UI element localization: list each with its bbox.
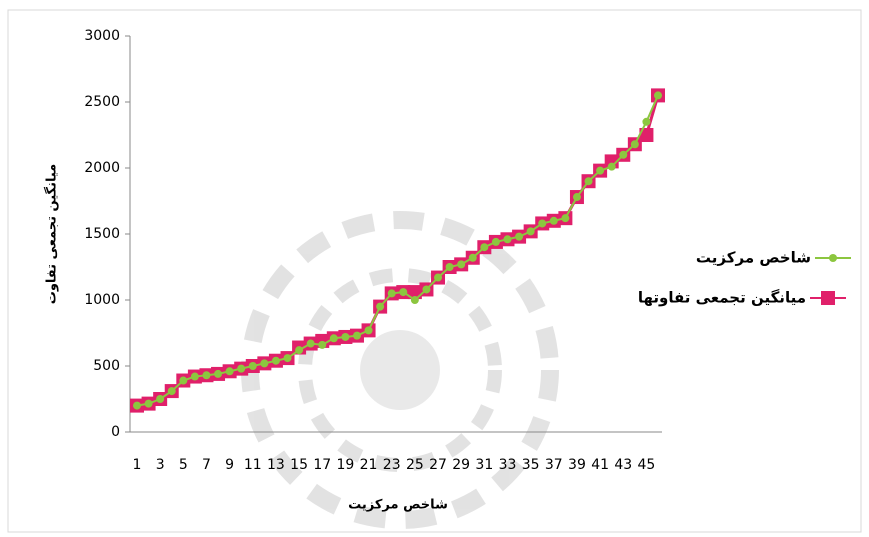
- x-axis-title: شاخص مرکزیت: [348, 498, 448, 513]
- x-tick-label: 17: [313, 457, 331, 473]
- x-tick-label: 41: [591, 457, 609, 473]
- marker: [156, 395, 165, 403]
- marker: [445, 263, 454, 271]
- series-line: [136, 94, 659, 407]
- legend-label: شاخص مرکزیت: [696, 249, 811, 267]
- marker: [387, 289, 396, 298]
- x-tick-label: 9: [225, 457, 234, 473]
- x-tick-label: 33: [499, 457, 517, 473]
- marker: [225, 367, 234, 376]
- x-tick-label: 19: [336, 457, 354, 473]
- x-tick-label: 39: [568, 457, 586, 473]
- y-tick-label: 500: [93, 358, 120, 374]
- marker: [654, 91, 662, 100]
- x-tick-label: 45: [638, 457, 656, 473]
- marker: [434, 273, 443, 282]
- marker: [572, 193, 581, 202]
- marker: [422, 285, 431, 294]
- marker: [642, 117, 651, 126]
- marker: [329, 334, 338, 343]
- y-tick-label: 1000: [84, 292, 120, 308]
- x-tick-label: 37: [545, 457, 563, 473]
- x-tick-label: 5: [179, 457, 188, 473]
- marker: [526, 227, 535, 236]
- marker: [248, 362, 257, 370]
- marker: [630, 140, 639, 149]
- marker: [376, 302, 385, 311]
- x-tick-label: 11: [244, 457, 262, 473]
- marker: [399, 288, 408, 297]
- x-tick-label: 25: [406, 457, 424, 473]
- x-tick-label: 15: [290, 457, 308, 473]
- marker: [167, 387, 176, 396]
- x-tick-label: 29: [452, 457, 470, 473]
- legend-label: میانگین تجمعی تفاوتها: [638, 289, 806, 307]
- marker: [237, 364, 246, 373]
- marker: [214, 369, 223, 378]
- marker: [503, 235, 512, 244]
- marker: [584, 177, 593, 186]
- marker: [480, 243, 489, 252]
- marker: [202, 371, 211, 380]
- y-tick-label: 3000: [84, 28, 120, 44]
- marker: [607, 162, 616, 171]
- y-axis-title: میانگین تجمعی تفاوت: [44, 164, 60, 304]
- marker: [283, 354, 292, 363]
- marker: [179, 376, 188, 385]
- marker: [596, 166, 605, 175]
- x-tick-label: 1: [133, 457, 142, 473]
- marker: [144, 399, 153, 408]
- y-tick-label: 2000: [84, 160, 120, 176]
- marker: [352, 331, 361, 340]
- marker: [410, 296, 419, 304]
- x-tick-label: 13: [267, 457, 285, 473]
- x-tick-label: 21: [360, 457, 378, 473]
- x-tick-label: 3: [156, 457, 165, 473]
- marker: [295, 346, 304, 355]
- y-tick-label: 2500: [84, 94, 120, 110]
- x-tick-label: 23: [383, 457, 401, 473]
- marker: [538, 219, 547, 228]
- marker: [341, 332, 350, 341]
- marker: [515, 232, 524, 241]
- x-tick-label: 35: [522, 457, 540, 473]
- x-tick-label: 43: [614, 457, 632, 473]
- marker: [639, 128, 654, 142]
- marker: [549, 216, 558, 225]
- legend-marker: [821, 291, 835, 305]
- marker: [468, 253, 477, 262]
- marker: [619, 150, 628, 159]
- marker: [491, 237, 500, 246]
- marker: [457, 260, 466, 269]
- marker: [190, 372, 199, 381]
- x-tick-label: 27: [429, 457, 447, 473]
- y-tick-label: 1500: [84, 226, 120, 242]
- marker: [271, 356, 280, 365]
- x-tick-label: 7: [202, 457, 211, 473]
- marker: [133, 401, 141, 410]
- y-tick-label: 0: [111, 424, 120, 440]
- marker: [306, 339, 315, 348]
- legend-marker: [829, 254, 837, 262]
- marker: [318, 340, 327, 349]
- marker: [260, 359, 269, 368]
- marker: [561, 214, 570, 223]
- marker: [364, 326, 373, 335]
- x-tick-label: 31: [475, 457, 493, 473]
